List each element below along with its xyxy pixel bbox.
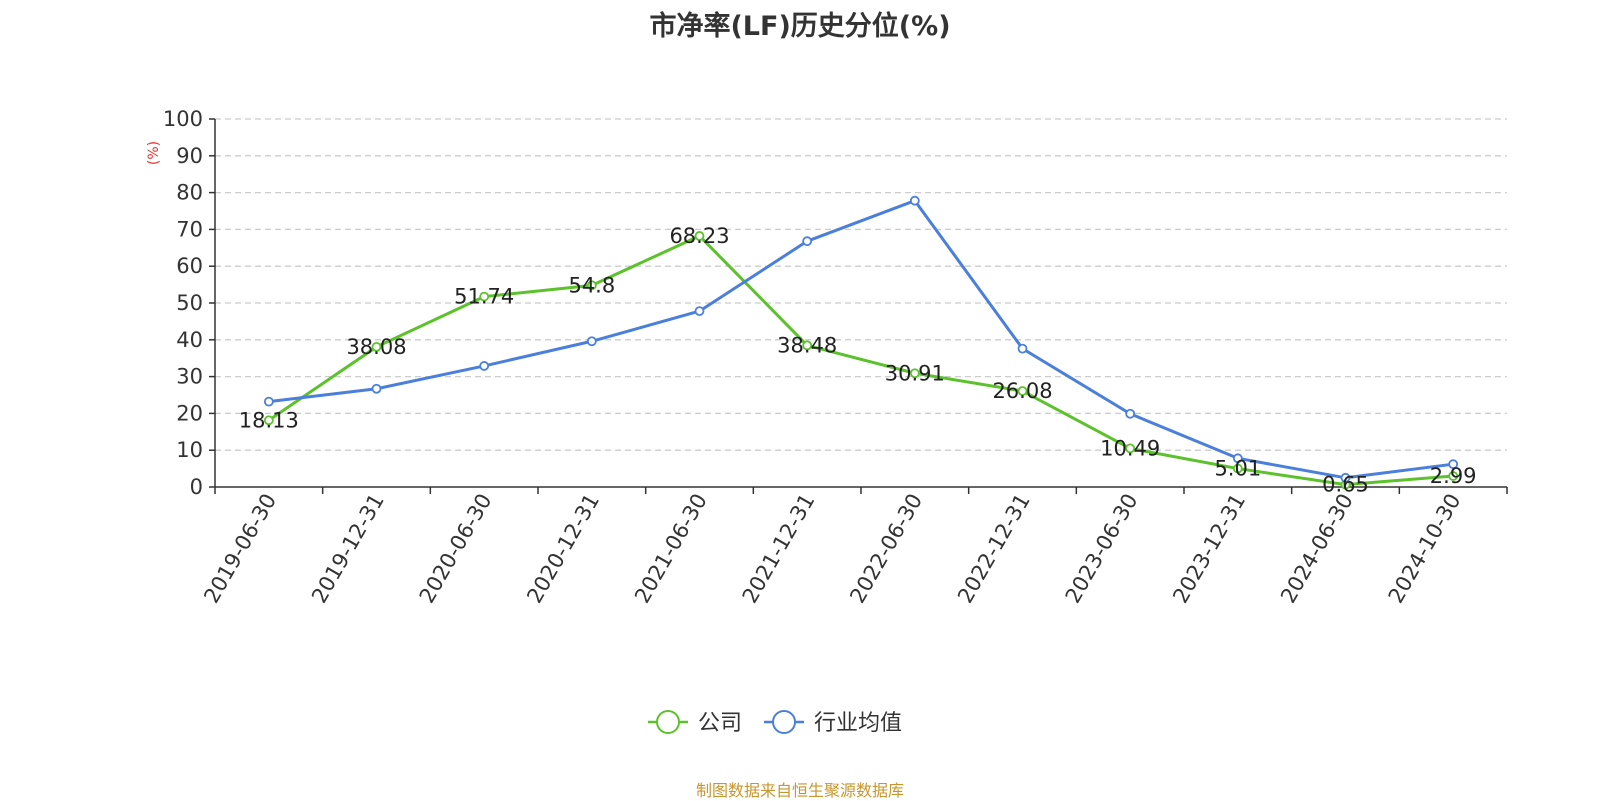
data-label: 0.65 — [1322, 473, 1369, 497]
data-point — [694, 306, 705, 316]
x-tick-label: 2023-12-31 — [1168, 490, 1250, 608]
data-label: 30.91 — [885, 361, 945, 385]
data-point — [802, 236, 813, 247]
series-line — [267, 234, 1454, 487]
y-tick-label: 80 — [176, 181, 203, 205]
data-label: 51.74 — [454, 285, 514, 309]
legend-marker — [656, 710, 680, 734]
data-point — [1232, 463, 1243, 474]
chart-title: 市净率(LF)历史分位(%) — [649, 11, 951, 42]
data-point — [371, 383, 382, 394]
x-tick-label: 2022-06-30 — [845, 490, 927, 608]
y-tick-label: 90 — [176, 144, 203, 168]
x-tick-label: 2019-12-31 — [307, 490, 389, 608]
data-point — [1125, 443, 1136, 454]
data-label: 38.08 — [346, 335, 406, 359]
data-labels: 18.13 38.08 51.74 54.8 68.23 38.48 30.91 26.08 1… — [239, 224, 1477, 497]
data-point — [1017, 386, 1028, 396]
y-axis-label: (%) — [146, 141, 162, 165]
x-tick-label: 2020-12-31 — [522, 490, 604, 608]
data-point — [1232, 453, 1243, 464]
y-tick-label: 100 — [163, 107, 203, 131]
x-tick-label: 2020-06-30 — [415, 490, 497, 608]
data-point — [802, 340, 813, 351]
data-point — [909, 368, 920, 379]
grid-lines — [215, 118, 1507, 451]
x-tick-label: 2021-12-31 — [738, 490, 820, 608]
data-point — [694, 231, 705, 241]
legend: 公司 行业均值 — [648, 710, 902, 736]
data-point — [586, 336, 597, 347]
data-label: 2.99 — [1430, 464, 1477, 488]
data-point — [371, 341, 382, 352]
y-tick-label: 40 — [176, 328, 203, 352]
data-point — [909, 195, 920, 206]
data-point — [1340, 472, 1351, 483]
data-point — [1448, 471, 1459, 481]
data-label: 68.23 — [669, 224, 729, 248]
data-label: 18.13 — [239, 408, 299, 432]
data-point — [1448, 459, 1459, 470]
data-label: 5.01 — [1214, 457, 1261, 481]
y-tick-label: 50 — [176, 291, 203, 315]
y-tick-label: 10 — [176, 438, 203, 462]
y-tick-label: 30 — [176, 365, 203, 389]
data-label: 38.48 — [777, 333, 837, 357]
legend-label: 行业均值 — [814, 711, 902, 736]
x-tick-label: 2021-06-30 — [630, 490, 712, 608]
legend-label: 公司 — [698, 711, 742, 736]
data-label: 54.8 — [568, 273, 615, 297]
data-label: 26.08 — [992, 379, 1052, 403]
x-tick-label: 2024-06-30 — [1276, 490, 1358, 608]
x-tick-label: 2024-10-30 — [1384, 490, 1466, 608]
data-point — [479, 291, 490, 302]
source-note: 制图数据来自恒生聚源数据库 — [695, 781, 904, 800]
y-tick-label: 60 — [176, 254, 203, 278]
data-label: 10.49 — [1100, 436, 1160, 460]
series-lines — [263, 195, 1459, 490]
x-tick-label: 2022-12-31 — [953, 490, 1035, 608]
data-point — [1125, 408, 1136, 419]
y-tick-label: 70 — [176, 217, 203, 241]
data-point — [586, 280, 597, 291]
x-tick-label: 2023-06-30 — [1061, 490, 1143, 608]
y-tick-label: 0 — [190, 475, 203, 499]
data-point — [263, 415, 274, 426]
series-line — [268, 199, 1454, 480]
legend-marker — [772, 710, 797, 734]
x-tick-label: 2019-06-30 — [199, 490, 281, 608]
y-tick-label: 20 — [176, 401, 203, 425]
data-point — [263, 396, 274, 407]
data-point — [1017, 343, 1028, 354]
data-point — [479, 361, 490, 371]
